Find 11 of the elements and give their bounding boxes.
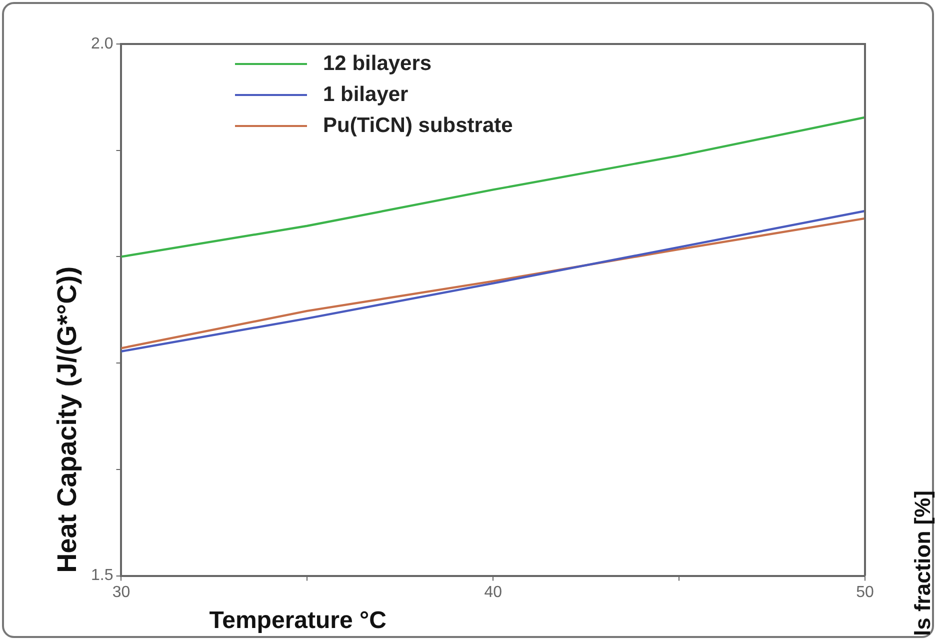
y-tick-label: 2.0 [90,35,114,52]
y-tick-label: 1.5 [90,567,114,584]
x-tick-label: 40 [484,584,502,601]
x-tick-label: 50 [856,584,874,601]
x-tick-label: 30 [112,584,130,601]
legend-label: 1 bilayer [323,82,408,106]
legend-label: Pu(TiCN) substrate [323,114,513,138]
text: ls fraction [%] [910,490,936,636]
legend-label: 12 bilayers [323,52,432,76]
y-axis-title: Heat Capacity (J/(G*°C)) [52,266,82,573]
x-axis-title: Temperature °C [209,607,386,634]
